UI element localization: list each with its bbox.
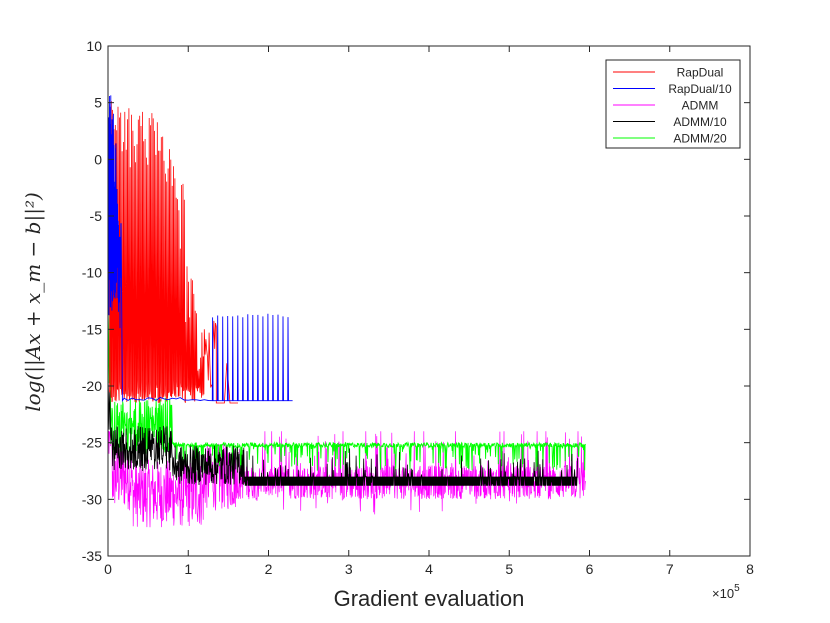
y-tick-label: -35: [82, 548, 102, 564]
y-tick-label: -25: [82, 435, 102, 451]
y-tick-label: -30: [82, 491, 102, 507]
series-line-admm20: [107, 255, 586, 471]
legend: RapDual RapDual/10 ADMM ADMM/10 ADMM/20: [605, 59, 741, 149]
x-tick-label: 7: [666, 561, 674, 577]
series-line-admm10: [107, 374, 578, 486]
legend-item: ADMM/10: [613, 115, 727, 129]
x-tick-label: 0: [104, 561, 112, 577]
x-axis-multiplier: ×105: [712, 583, 740, 601]
legend-label: RapDual: [677, 66, 724, 80]
legend-item: ADMM: [613, 99, 718, 113]
legend-item: RapDual/10: [613, 82, 732, 96]
legend-box: [605, 59, 741, 149]
y-tick-label: 0: [94, 151, 102, 167]
x-tick-label: 8: [746, 561, 754, 577]
series-line-rapdual: [109, 100, 238, 404]
y-tick-label: -5: [90, 208, 103, 224]
x-tick-label: 3: [345, 561, 353, 577]
y-tick-label: -10: [82, 265, 102, 281]
legend-item: RapDual: [613, 66, 723, 80]
x-tick-label: 2: [265, 561, 273, 577]
x-multiplier-base: ×10: [712, 586, 734, 601]
x-axis-label: Gradient evaluation: [334, 586, 525, 611]
series-line-rapdual10: [107, 95, 293, 403]
y-axis: 10 5 0 -5 -10 -15 -20 -25 -30 -35: [82, 38, 750, 564]
legend-item: ADMM/20: [613, 132, 727, 146]
legend-label: RapDual/10: [668, 82, 732, 96]
y-tick-label: -15: [82, 321, 102, 337]
y-tick-label: 10: [86, 38, 102, 54]
x-tick-label: 4: [425, 561, 433, 577]
legend-label: ADMM/10: [673, 115, 727, 129]
y-tick-label: -20: [82, 378, 102, 394]
y-axis-label: log(||Ax + x_m − b||²): [21, 192, 46, 412]
x-tick-label: 5: [505, 561, 513, 577]
legend-label: ADMM: [682, 99, 719, 113]
x-tick-label: 6: [586, 561, 594, 577]
legend-items: RapDual RapDual/10 ADMM ADMM/10 ADMM/20: [613, 66, 732, 146]
x-multiplier-exponent: 5: [734, 583, 740, 594]
x-tick-label: 1: [184, 561, 192, 577]
x-axis: 0 1 2 3 4 5 6 7 8: [104, 46, 754, 577]
y-tick-label: 5: [94, 95, 102, 111]
series-layer: [107, 95, 586, 528]
legend-label: ADMM/20: [673, 132, 727, 146]
